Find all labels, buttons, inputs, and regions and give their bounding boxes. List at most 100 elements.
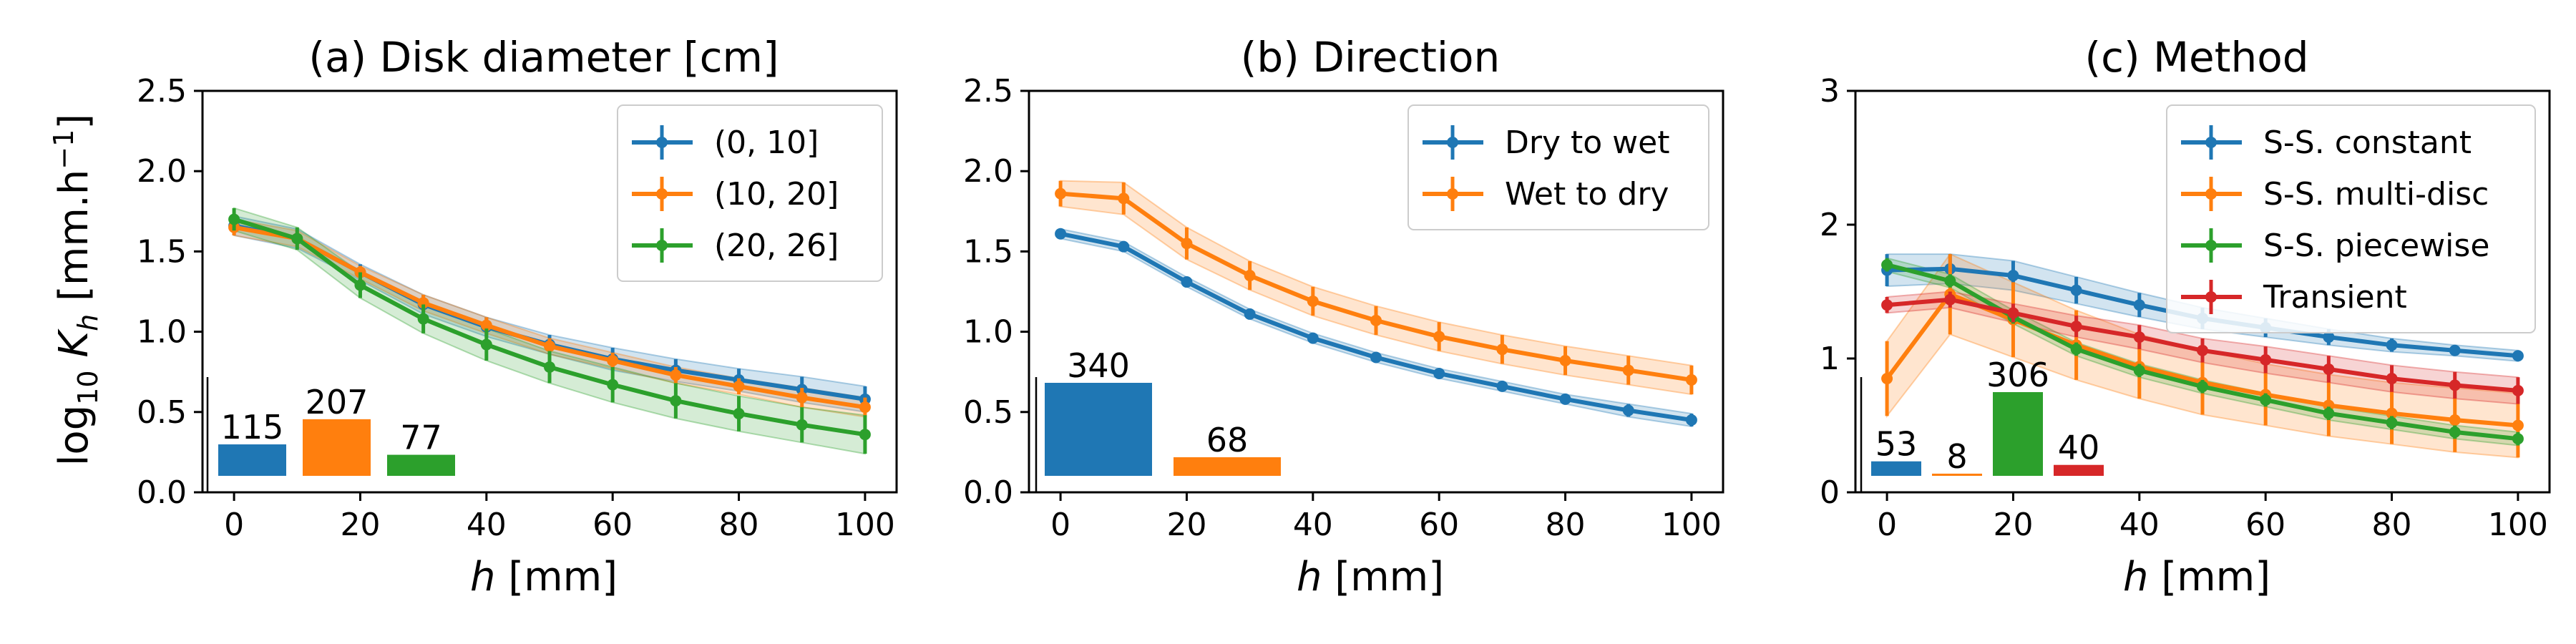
y-axis-label-var: K xyxy=(51,328,97,371)
data-point xyxy=(1685,414,1697,426)
data-point xyxy=(1559,354,1571,366)
data-point xyxy=(796,419,808,431)
inset-bar-label: 8 xyxy=(1946,437,1967,476)
x-tick-label: 100 xyxy=(1662,507,1722,543)
data-point xyxy=(1118,240,1130,253)
data-point xyxy=(2070,284,2082,296)
data-point xyxy=(417,297,429,309)
x-axis-label-var: h xyxy=(470,554,496,600)
data-point xyxy=(2449,379,2461,391)
panel-a: (a) Disk diameter [cm] log10 Kh [mm.h−1]… xyxy=(48,33,898,600)
legend-marker xyxy=(2205,291,2217,303)
data-point xyxy=(228,213,240,225)
x-axis-label-var: h xyxy=(1297,554,1322,600)
inset-bar xyxy=(1045,383,1152,476)
data-point xyxy=(733,380,745,392)
data-point xyxy=(670,395,682,407)
data-point xyxy=(670,369,682,381)
data-point xyxy=(2007,270,2019,282)
legend-label: S-S. multi-disc xyxy=(2263,176,2489,213)
chart-title-b: (b) Direction xyxy=(1241,33,1501,82)
data-point xyxy=(2386,416,2398,429)
y-tick-label: 0.0 xyxy=(137,474,187,511)
legend-marker xyxy=(2205,137,2217,148)
data-point xyxy=(1496,380,1508,392)
x-axis-label-unit: [mm] xyxy=(2148,554,2270,600)
x-axis-label-unit: [mm] xyxy=(495,554,618,600)
data-point xyxy=(2449,414,2461,426)
data-point xyxy=(1244,270,1256,282)
data-point xyxy=(354,279,366,291)
y-axis-label-exp: −1 xyxy=(48,130,79,170)
legend-marker xyxy=(656,240,668,251)
inset-bar-label: 77 xyxy=(400,419,442,457)
y-tick-label: 1.5 xyxy=(137,233,187,270)
data-point xyxy=(607,354,619,366)
legend-label: (20, 26] xyxy=(714,228,839,264)
data-point xyxy=(2512,384,2524,396)
inset-bar xyxy=(1174,457,1281,476)
x-tick-label: 20 xyxy=(1993,507,2033,543)
data-point xyxy=(2386,373,2398,385)
data-point xyxy=(2386,339,2398,351)
inset-bar xyxy=(303,419,371,476)
y-tick-label: 2 xyxy=(1820,207,1840,243)
data-point xyxy=(2133,364,2145,376)
y-axis-label-unit: [mm.h xyxy=(51,170,97,314)
chart-title-a: (a) Disk diameter [cm] xyxy=(308,33,779,82)
y-tick-label: 2.0 xyxy=(137,153,187,190)
inset-bar-label: 306 xyxy=(1986,356,2049,394)
data-point xyxy=(2512,350,2524,362)
x-tick-label: 20 xyxy=(1166,507,1206,543)
data-point xyxy=(480,319,492,331)
y-axis-label-pre: log xyxy=(51,405,97,466)
data-point xyxy=(2323,399,2335,411)
data-point xyxy=(2449,344,2461,356)
x-tick-label: 100 xyxy=(835,507,895,543)
legend-marker xyxy=(1447,188,1458,200)
legend-box xyxy=(1407,104,1709,230)
chart-title-c: (c) Method xyxy=(2084,33,2308,82)
y-tick-label: 1.0 xyxy=(963,314,1013,351)
inset-bar xyxy=(1871,461,1921,476)
data-point xyxy=(859,401,871,414)
legend-marker xyxy=(1447,137,1458,148)
x-tick-label: 100 xyxy=(2488,507,2548,543)
y-tick-label: 0.5 xyxy=(963,394,1013,431)
data-point xyxy=(1433,367,1445,379)
data-point xyxy=(2323,331,2335,343)
legend-box xyxy=(617,104,883,282)
legend-label: S-S. piecewise xyxy=(2263,228,2489,264)
data-point xyxy=(733,408,745,420)
data-point xyxy=(2007,307,2019,319)
inset-bar-label: 340 xyxy=(1067,346,1130,385)
inset-bar xyxy=(2054,464,2104,476)
x-axis-label-b: h [mm] xyxy=(1297,554,1444,600)
x-tick-label: 0 xyxy=(1877,507,1897,543)
legend-label: (10, 20] xyxy=(714,176,839,213)
legend-label: (0, 10] xyxy=(714,125,819,161)
y-axis-label-close: ] xyxy=(51,114,97,130)
data-point xyxy=(2323,407,2335,419)
x-tick-label: 20 xyxy=(340,507,380,543)
legend-marker xyxy=(656,137,668,148)
x-axis-label-a: h [mm] xyxy=(470,554,618,600)
data-point xyxy=(2070,343,2082,355)
x-tick-label: 60 xyxy=(1419,507,1459,543)
data-point xyxy=(1559,393,1571,405)
data-point xyxy=(2070,321,2082,333)
y-axis-label-varsub: h xyxy=(72,314,104,331)
data-point xyxy=(1370,314,1382,326)
data-point xyxy=(417,313,429,325)
legend-marker xyxy=(656,188,668,200)
y-tick-label: 0 xyxy=(1820,474,1840,511)
y-tick-label: 2.5 xyxy=(963,73,1013,109)
data-point xyxy=(2323,363,2335,375)
data-point xyxy=(1622,364,1634,376)
data-point xyxy=(1944,275,1956,287)
y-tick-label: 2.5 xyxy=(137,73,187,109)
data-point xyxy=(796,391,808,404)
y-tick-label: 2.0 xyxy=(963,153,1013,190)
